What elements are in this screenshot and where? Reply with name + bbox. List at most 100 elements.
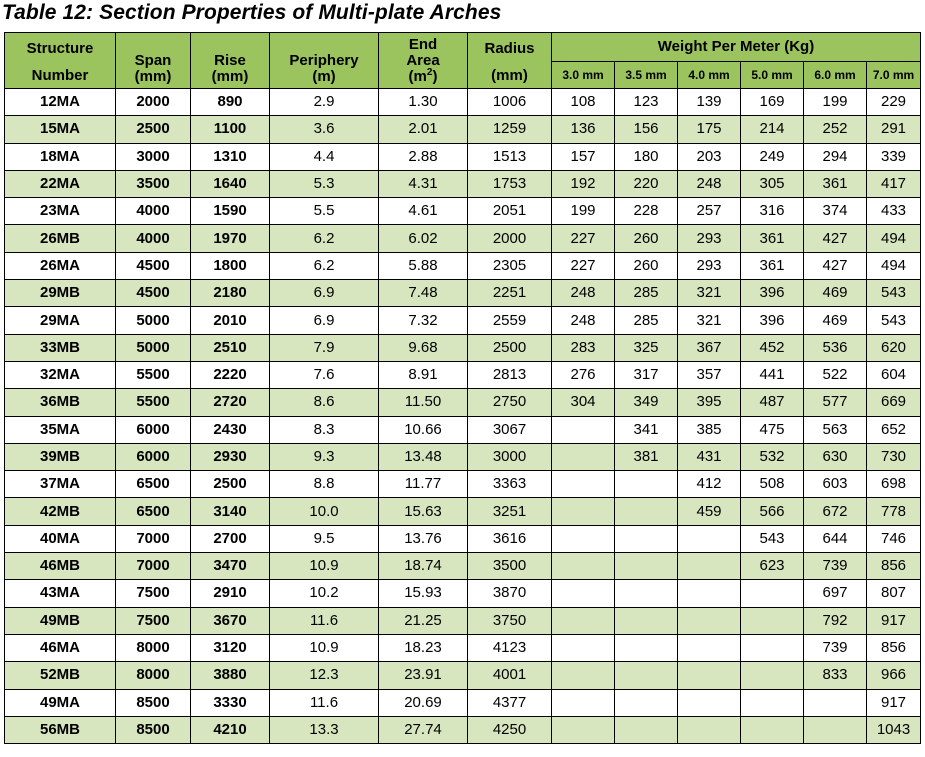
weight-cell: 192 — [551, 169, 615, 199]
weight-cell: 175 — [677, 115, 741, 144]
weight-cell: 441 — [740, 360, 804, 390]
weight-cell: 395 — [677, 388, 741, 417]
weight-cell: 339 — [866, 142, 921, 171]
weight-cell: 917 — [866, 606, 921, 635]
weight-cell — [614, 552, 678, 581]
weight-cell: 487 — [740, 388, 804, 417]
table-row: 56MB 8500 4210 13.3 27.74 4250 1043 — [4, 715, 921, 745]
weight-cell: 697 — [803, 579, 867, 608]
weight-cell: 536 — [803, 333, 867, 362]
periphery-cell: 13.3 — [269, 715, 379, 745]
weight-cell — [614, 633, 678, 663]
periphery-cell: 8.6 — [269, 388, 379, 417]
table-row: 52MB 8000 3880 12.3 23.91 4001 833 966 — [4, 661, 921, 690]
end-area-cell: 9.68 — [378, 333, 468, 362]
radius-cell: 3870 — [467, 579, 552, 608]
weight-cell: 792 — [803, 606, 867, 635]
header-thickness-5-0: 5.0 mm — [740, 61, 804, 89]
weight-cell: 381 — [614, 442, 678, 472]
end-area-cell: 10.66 — [378, 415, 468, 444]
rise-cell: 2910 — [190, 579, 270, 608]
weight-cell: 563 — [803, 415, 867, 444]
rise-cell: 1640 — [190, 169, 270, 199]
weight-cell — [614, 606, 678, 635]
table-row: 18MA 3000 1310 4.4 2.88 1513 157 180 203 249 294 33… — [4, 142, 921, 171]
weight-cell — [614, 524, 678, 554]
span-cell: 4000 — [115, 224, 191, 253]
weight-cell — [740, 715, 804, 745]
end-area-cell: 2.88 — [378, 142, 468, 171]
header-thickness-4-0: 4.0 mm — [677, 61, 741, 89]
header-thickness-3-0: 3.0 mm — [551, 61, 615, 89]
periphery-cell: 8.8 — [269, 470, 379, 499]
structure-number-cell: 42MB — [4, 497, 116, 526]
rise-cell: 2220 — [190, 360, 270, 390]
end-area-cell: 15.63 — [378, 497, 468, 526]
end-area-cell: 4.61 — [378, 197, 468, 226]
weight-cell: 169 — [740, 87, 804, 117]
rise-cell: 3120 — [190, 633, 270, 663]
weight-cell: 630 — [803, 442, 867, 472]
weight-cell — [614, 688, 678, 717]
rise-cell: 1800 — [190, 251, 270, 281]
header-radius-label: Radius — [484, 40, 535, 57]
weight-cell: 475 — [740, 415, 804, 444]
weight-cell: 494 — [866, 251, 921, 281]
table-body: 12MA 2000 890 2.9 1.30 1006 108 123 139 169 199 229… — [4, 87, 921, 745]
radius-cell: 2305 — [467, 251, 552, 281]
rise-cell: 890 — [190, 87, 270, 117]
radius-cell: 2500 — [467, 333, 552, 362]
weight-cell — [677, 661, 741, 690]
rise-cell: 3880 — [190, 661, 270, 690]
weight-cell: 739 — [803, 633, 867, 663]
weight-cell: 227 — [551, 251, 615, 281]
header-span-unit: (mm) — [134, 68, 172, 85]
table-row: 29MB 4500 2180 6.9 7.48 2251 248 285 321 396 469 54… — [4, 279, 921, 308]
end-area-cell: 7.32 — [378, 306, 468, 335]
radius-cell: 2251 — [467, 279, 552, 308]
periphery-cell: 12.3 — [269, 661, 379, 690]
structure-number-cell: 52MB — [4, 661, 116, 690]
weight-cell: 396 — [740, 306, 804, 335]
end-area-cell: 20.69 — [378, 688, 468, 717]
weight-cell: 543 — [866, 279, 921, 308]
weight-cell: 623 — [740, 552, 804, 581]
structure-number-cell: 46MB — [4, 552, 116, 581]
weight-cell — [551, 470, 615, 499]
weight-cell: 228 — [614, 197, 678, 226]
radius-cell: 2750 — [467, 388, 552, 417]
table-row: 29MA 5000 2010 6.9 7.32 2559 248 285 321 396 469 54… — [4, 306, 921, 335]
radius-cell: 2559 — [467, 306, 552, 335]
weight-cell: 427 — [803, 251, 867, 281]
periphery-cell: 10.9 — [269, 552, 379, 581]
weight-cell: 1043 — [866, 715, 921, 745]
span-cell: 7000 — [115, 524, 191, 554]
weight-cell: 305 — [740, 169, 804, 199]
header-periphery-label: Periphery — [289, 52, 359, 69]
weight-cell: 156 — [614, 115, 678, 144]
weight-cell: 361 — [803, 169, 867, 199]
weight-cell: 620 — [866, 333, 921, 362]
weight-cell: 469 — [803, 279, 867, 308]
weight-cell — [614, 497, 678, 526]
span-cell: 6500 — [115, 497, 191, 526]
structure-number-cell: 18MA — [4, 142, 116, 171]
span-cell: 2500 — [115, 115, 191, 144]
weight-cell — [551, 442, 615, 472]
weight-cell: 214 — [740, 115, 804, 144]
radius-cell: 3363 — [467, 470, 552, 499]
rise-cell: 1970 — [190, 224, 270, 253]
weight-cell — [551, 606, 615, 635]
weight-cell: 325 — [614, 333, 678, 362]
structure-number-cell: 35MA — [4, 415, 116, 444]
structure-number-cell: 49MA — [4, 688, 116, 717]
table-row: 42MB 6500 3140 10.0 15.63 3251 459 566 672 778 — [4, 497, 921, 526]
weight-cell: 227 — [551, 224, 615, 253]
weight-cell — [677, 524, 741, 554]
weight-cell: 304 — [551, 388, 615, 417]
weight-cell: 349 — [614, 388, 678, 417]
table-row: 39MB 6000 2930 9.3 13.48 3000 381 431 532 630 730 — [4, 442, 921, 472]
weight-cell: 248 — [551, 306, 615, 335]
weight-cell: 431 — [677, 442, 741, 472]
table-row: 37MA 6500 2500 8.8 11.77 3363 412 508 603 698 — [4, 470, 921, 499]
